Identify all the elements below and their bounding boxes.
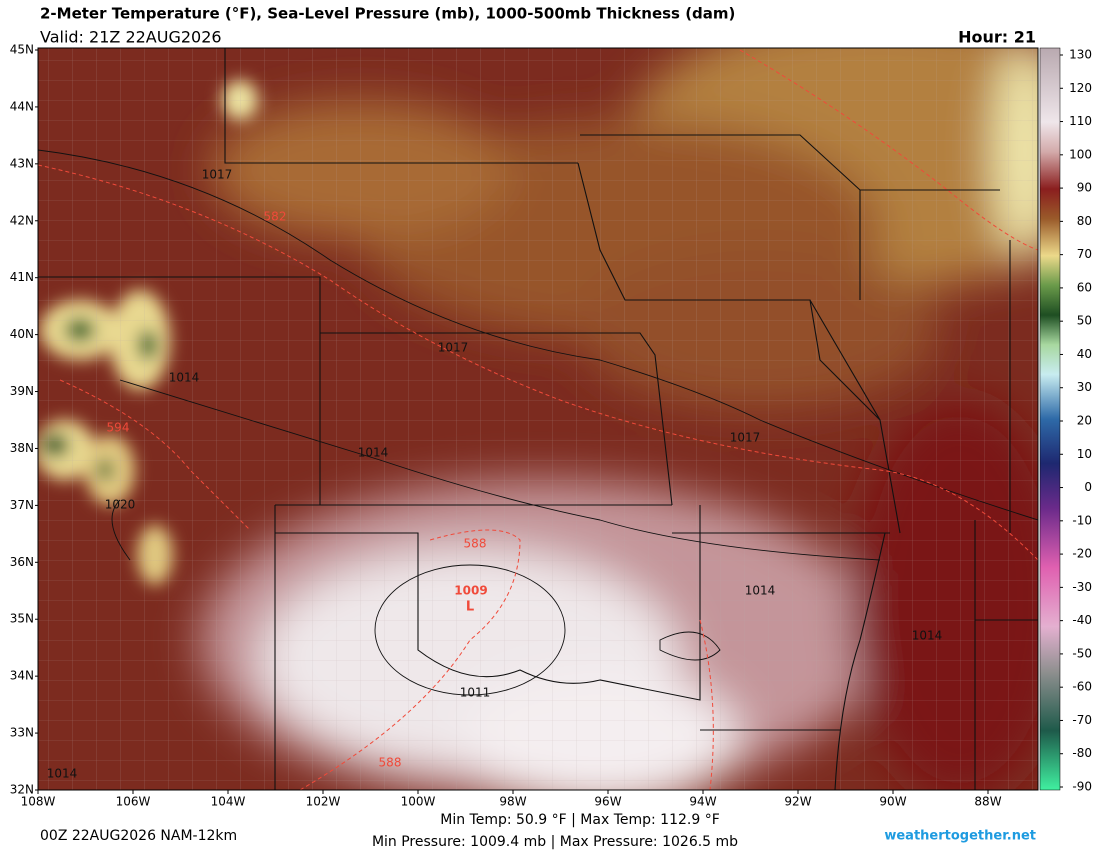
lon-label: 108W bbox=[21, 795, 56, 809]
colorbar-label: 10 bbox=[1077, 447, 1092, 461]
colorbar-label: 70 bbox=[1077, 247, 1092, 261]
thickness-label: 582 bbox=[264, 210, 287, 224]
lon-label: 96W bbox=[594, 795, 621, 809]
colorbar-label: 60 bbox=[1077, 280, 1092, 294]
valid-time: Valid: 21Z 22AUG2026 bbox=[40, 28, 222, 47]
lat-label: 36N bbox=[10, 555, 34, 569]
lat-label: 39N bbox=[10, 384, 34, 398]
lon-label: 92W bbox=[784, 795, 811, 809]
colorbar-label: -80 bbox=[1072, 746, 1092, 760]
lon-label: 102W bbox=[306, 795, 341, 809]
thickness-label: 588 bbox=[464, 537, 487, 551]
colorbar bbox=[1039, 47, 1061, 791]
isobar-label: 1014 bbox=[169, 371, 200, 385]
title: 2-Meter Temperature (°F), Sea-Level Pres… bbox=[40, 5, 735, 23]
colorbar-label: -90 bbox=[1072, 780, 1092, 794]
lat-label: 43N bbox=[10, 156, 34, 170]
thickness-contours bbox=[38, 49, 1038, 790]
map-frame bbox=[37, 47, 1039, 791]
low-pressure-value: 1009 bbox=[454, 584, 487, 598]
map bbox=[38, 48, 1038, 790]
lon-label: 98W bbox=[499, 795, 526, 809]
lon-label: 94W bbox=[689, 795, 716, 809]
isobar-label: 1014 bbox=[912, 629, 943, 643]
isobar-label: 1014 bbox=[358, 446, 389, 460]
colorbar-label: 120 bbox=[1069, 81, 1092, 95]
lat-label: 32N bbox=[10, 783, 34, 797]
lat-label: 38N bbox=[10, 441, 34, 455]
colorbar-label: 110 bbox=[1069, 114, 1092, 128]
lat-label: 35N bbox=[10, 612, 34, 626]
isobar-label: 1011 bbox=[460, 686, 491, 700]
colorbar-label: -20 bbox=[1072, 547, 1092, 561]
isobar-label: 1014 bbox=[47, 767, 78, 781]
lat-label: 41N bbox=[10, 270, 34, 284]
lon-label: 106W bbox=[116, 795, 151, 809]
colorbar-label: -50 bbox=[1072, 646, 1092, 660]
colorbar-label: 30 bbox=[1077, 380, 1092, 394]
lat-label: 44N bbox=[10, 99, 34, 113]
lat-label: 40N bbox=[10, 327, 34, 341]
model-run: 00Z 22AUG2026 NAM-12km bbox=[40, 828, 237, 844]
lat-label: 33N bbox=[10, 726, 34, 740]
isobar-label: 1017 bbox=[730, 431, 761, 445]
colorbar-label: 130 bbox=[1069, 48, 1092, 62]
colorbar-label: 50 bbox=[1077, 314, 1092, 328]
colorbar-label: 100 bbox=[1069, 147, 1092, 161]
isobar-label: 1020 bbox=[105, 498, 136, 512]
low-symbol: L bbox=[466, 600, 474, 615]
colorbar-label: -60 bbox=[1072, 680, 1092, 694]
forecast-hour: Hour: 21 bbox=[958, 28, 1036, 47]
isobar-label: 1014 bbox=[745, 584, 776, 598]
lat-label: 45N bbox=[10, 43, 34, 57]
lon-label: 104W bbox=[211, 795, 246, 809]
lon-label: 100W bbox=[401, 795, 436, 809]
colorbar-label: 80 bbox=[1077, 214, 1092, 228]
colorbar-label: -10 bbox=[1072, 513, 1092, 527]
lat-label: 37N bbox=[10, 498, 34, 512]
lon-label: 88W bbox=[974, 795, 1001, 809]
colorbar-label: 90 bbox=[1077, 181, 1092, 195]
colorbar-label: -40 bbox=[1072, 613, 1092, 627]
thickness-label: 594 bbox=[107, 421, 130, 435]
thickness-label: 588 bbox=[379, 756, 402, 770]
lat-label: 34N bbox=[10, 669, 34, 683]
colorbar-label: -70 bbox=[1072, 713, 1092, 727]
lon-label: 90W bbox=[879, 795, 906, 809]
isobar-label: 1017 bbox=[202, 168, 233, 182]
colorbar-label: 0 bbox=[1084, 480, 1092, 494]
colorbar-label: 20 bbox=[1077, 414, 1092, 428]
isobars bbox=[38, 149, 1038, 696]
site-credit: weathertogether.net bbox=[884, 829, 1036, 844]
colorbar-label: 40 bbox=[1077, 347, 1092, 361]
lat-label: 42N bbox=[10, 213, 34, 227]
temp-range: Min Temp: 50.9 °F | Max Temp: 112.9 °F bbox=[440, 812, 720, 828]
colorbar-label: -30 bbox=[1072, 580, 1092, 594]
pressure-range: Min Pressure: 1009.4 mb | Max Pressure: … bbox=[372, 834, 738, 850]
state-borders bbox=[38, 48, 1038, 790]
isobar-label: 1017 bbox=[438, 341, 469, 355]
